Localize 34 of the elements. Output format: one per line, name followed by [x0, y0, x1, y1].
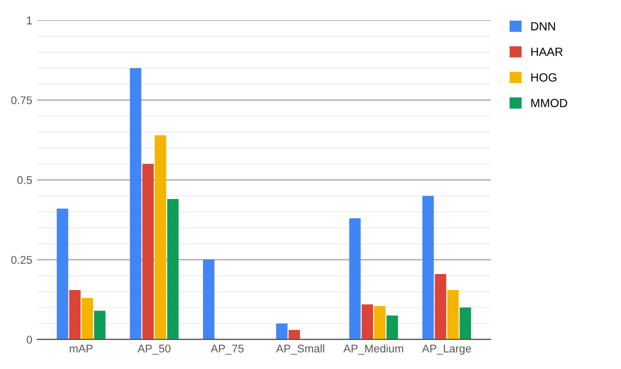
- bar: [56, 208, 68, 340]
- bar: [288, 330, 300, 340]
- y-tick-label: 0.25: [11, 256, 32, 264]
- bar: [386, 316, 398, 340]
- x-tick-label: AP_Large: [422, 344, 471, 355]
- x-tick-label: AP_Small: [276, 344, 324, 355]
- x-tick-label: AP_50: [138, 344, 170, 355]
- legend-label: DNN: [531, 22, 555, 30]
- bar: [276, 324, 288, 340]
- bar: [167, 199, 179, 340]
- bar: [203, 260, 214, 340]
- bar: [460, 308, 472, 340]
- y-tick-label: 0: [26, 336, 32, 344]
- bar: [154, 135, 166, 340]
- bar: [142, 164, 154, 340]
- legend-label: HAAR: [531, 48, 563, 56]
- bar: [130, 68, 142, 340]
- bar: [362, 304, 374, 340]
- legend-label: MMOD: [531, 98, 568, 108]
- y-tick-label: 0.5: [17, 176, 32, 184]
- bar: [94, 310, 106, 340]
- bar: [69, 290, 81, 340]
- bar: [422, 196, 434, 340]
- x-tick-label: AP_75: [210, 344, 244, 355]
- y-tick-label: 0.75: [11, 96, 32, 104]
- y-tick-label: 1: [27, 16, 32, 24]
- bar: [349, 218, 361, 340]
- bar: [374, 306, 386, 340]
- x-tick-label: AP_Medium: [343, 344, 404, 355]
- legend-label: HOG: [531, 73, 556, 82]
- x-tick-label: mAP: [70, 344, 93, 352]
- bar: [82, 298, 94, 340]
- bar: [447, 290, 459, 340]
- bar: [434, 274, 446, 340]
